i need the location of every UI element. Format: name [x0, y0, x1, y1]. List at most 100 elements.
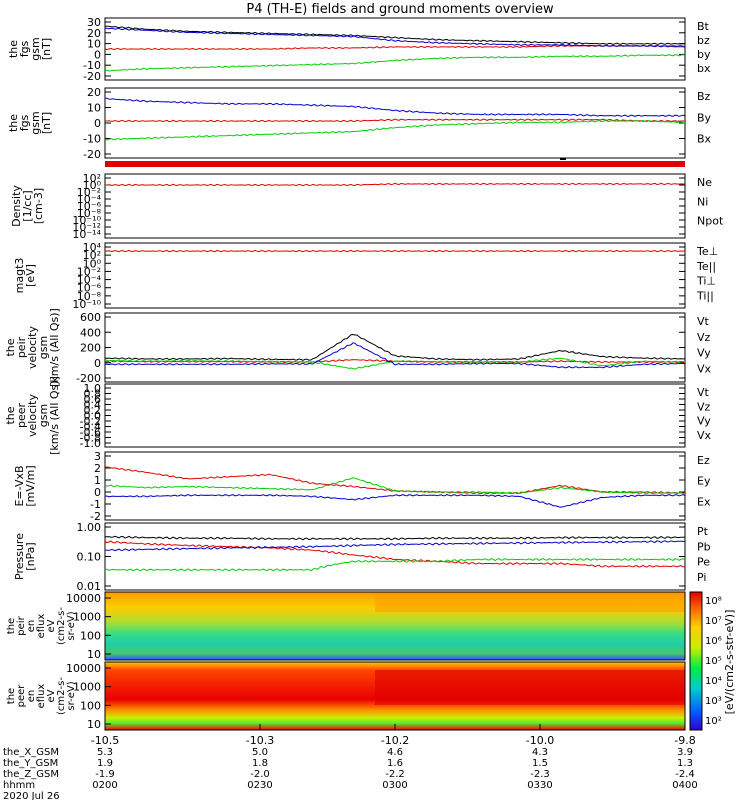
colorbar — [689, 591, 703, 731]
ytick-label: 10⁻⁴ — [77, 193, 102, 206]
ytick-label: 10⁰ — [83, 257, 102, 270]
ytick-label: 1 — [94, 474, 101, 487]
ylabel-line: gsm — [37, 404, 50, 427]
ylabel-line: gsm — [37, 336, 50, 359]
xaxis-row-label: the_Z_GSM — [3, 769, 59, 780]
xaxis-row-value: 1.3 — [677, 758, 693, 769]
xaxis-row-value: 0300 — [382, 780, 407, 791]
series-Pe — [104, 557, 686, 572]
ylabel-line: peir — [15, 336, 28, 358]
spec-ytick-label: 10000 — [66, 662, 101, 675]
ytick-label: 0.2 — [84, 404, 102, 417]
ytick-label: 1.00 — [77, 521, 102, 534]
spec-ytick-label: 100 — [80, 699, 101, 712]
ytick-label: 0 — [94, 486, 101, 499]
spec-ylabel-line: eV — [46, 689, 57, 702]
ytick-label: 10⁻² — [77, 265, 101, 278]
ylabel-line: [km/s (All Qs)] — [48, 376, 61, 455]
panel-frame — [104, 312, 686, 383]
ytick-label: 0.4 — [84, 399, 102, 412]
legend-Te⊥: Te⊥ — [696, 245, 718, 258]
spec-ytick-label: 1000 — [73, 611, 101, 624]
ylabel-line: [1/cc] — [21, 190, 34, 221]
ytick-label: 0.0 — [84, 410, 102, 423]
legend-Vt: Vt — [697, 315, 710, 328]
ytick-label: 0.10 — [77, 551, 102, 564]
ytick-label: 400 — [80, 326, 101, 339]
ytick-label: 3 — [94, 450, 101, 463]
ylabel-line: the — [4, 338, 17, 356]
series-Pi — [104, 540, 686, 552]
ytick-label: 10⁻¹⁰ — [72, 298, 101, 311]
spec-ylabel-line: en — [26, 690, 37, 703]
ytick-label: 10⁻¹⁴ — [72, 228, 101, 241]
series-Pt — [105, 535, 686, 541]
series-Bt — [104, 25, 686, 45]
xaxis-row-value: 1.5 — [532, 758, 548, 769]
ytick-label: 2 — [94, 462, 101, 475]
xtick-label: -9.8 — [674, 734, 695, 747]
ytick-label: -0.6 — [80, 426, 101, 439]
spec-ylabel-line: the — [6, 688, 17, 704]
legend-Vz: Vz — [697, 331, 711, 344]
legend-Vt: Vt — [697, 386, 710, 399]
ylabel-line: Density — [10, 185, 23, 227]
legend-Npot: Npot — [697, 215, 724, 228]
ytick-label: 10⁻⁴ — [77, 274, 102, 287]
legend-Vx: Vx — [697, 362, 712, 375]
ylabel-line: the — [7, 40, 20, 58]
xtick-label: -10.5 — [91, 734, 119, 747]
ylabel-line: gsm — [29, 37, 42, 60]
ylabel-line: the — [4, 406, 17, 424]
xaxis-row-value: 0230 — [247, 780, 272, 791]
legend-Ey: Ey — [697, 475, 711, 488]
spec-ylabel-line: en — [26, 620, 37, 633]
ylabel-line: [eV] — [24, 264, 37, 287]
xaxis-row-value: 1.6 — [387, 758, 403, 769]
ytick-label: -1 — [90, 498, 101, 511]
legend-Ti||: Ti|| — [696, 289, 714, 302]
ytick-label: 30 — [87, 16, 101, 29]
legend-Bz: Bz — [697, 90, 711, 103]
ylabel-line: E=-VxB — [13, 465, 26, 506]
ytick-label: 20 — [87, 86, 101, 99]
colorbar-tick: 10⁵ — [705, 656, 722, 667]
spec-ylabel-line: eflux — [36, 614, 47, 639]
ylabel-line: [cm-3] — [32, 188, 45, 224]
series-Pb — [104, 540, 686, 568]
ytick-label: 20 — [87, 27, 101, 40]
ytick-label: -0.2 — [80, 415, 101, 428]
ytick-label: 10 — [87, 102, 101, 115]
legend-By: By — [697, 111, 712, 124]
xaxis-row-value: 0400 — [672, 780, 697, 791]
ytick-label: 10² — [83, 172, 101, 185]
spec-ylabel-line: the — [6, 618, 17, 634]
ylabel-line: Pressure — [13, 533, 26, 580]
xaxis-row-value: 1.9 — [97, 758, 113, 769]
colorbar-tick: 10⁷ — [705, 616, 722, 627]
xaxis-row-value: 3.9 — [677, 747, 693, 758]
spec-ylabel-line: peir — [16, 615, 27, 635]
xaxis-row-value: -1.9 — [95, 769, 115, 780]
panel-frame — [104, 522, 686, 591]
colorbar-tick: 10⁸ — [705, 596, 722, 607]
ytick-label: 10⁴ — [83, 241, 102, 254]
series-Vx — [104, 342, 686, 369]
ytick-label: 0.8 — [84, 388, 102, 401]
spectrogram-peer-core-band — [375, 670, 685, 705]
ylabel-line: [nT] — [40, 38, 53, 60]
ytick-label: 0 — [94, 48, 101, 61]
ytick-label: 0 — [94, 117, 101, 130]
colorbar-tick: 10⁶ — [705, 636, 722, 647]
spectrogram-peir-frame — [104, 591, 686, 661]
spec-ytick-label: 1000 — [73, 681, 101, 694]
status-bar-marker — [560, 158, 566, 160]
ytick-label: 0.6 — [84, 393, 102, 406]
ylabel-line: [mV/m] — [24, 465, 37, 506]
spec-ylabel-line: (cm2-s- — [56, 607, 67, 645]
